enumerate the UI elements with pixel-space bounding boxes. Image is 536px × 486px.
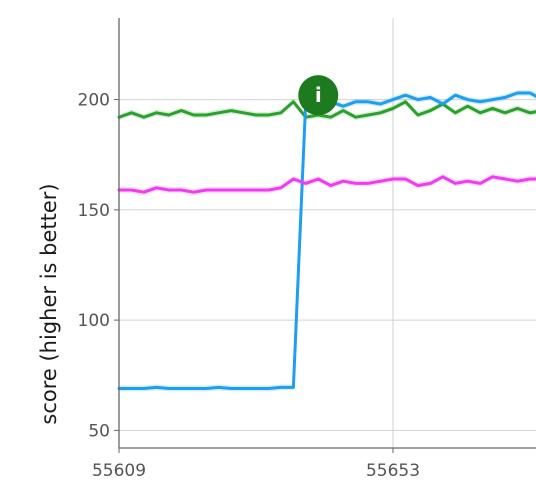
x-tick-label: 55653 [366,461,420,481]
series-1-line [117,100,536,119]
confidence-bands [119,90,536,392]
annotation-marker [298,75,339,116]
annotation-marker-label: i [315,83,322,107]
series-1-band [119,98,536,121]
annotation-layer: i [298,75,339,116]
y-tick-label: 100 [78,311,110,331]
series-2-band [119,90,536,392]
series-2-line [117,91,536,390]
y-tick-label: 50 [88,421,110,441]
series-layer [117,91,536,390]
y-tick-label: 200 [78,91,110,111]
series-3-line [117,175,536,194]
axes-layer: 50 100 150 200 55609 55653 [78,18,536,481]
x-tick-label: 55609 [92,461,146,481]
y-tick-label: 150 [78,201,110,221]
y-axis-label: score (higher is better) [37,183,61,424]
